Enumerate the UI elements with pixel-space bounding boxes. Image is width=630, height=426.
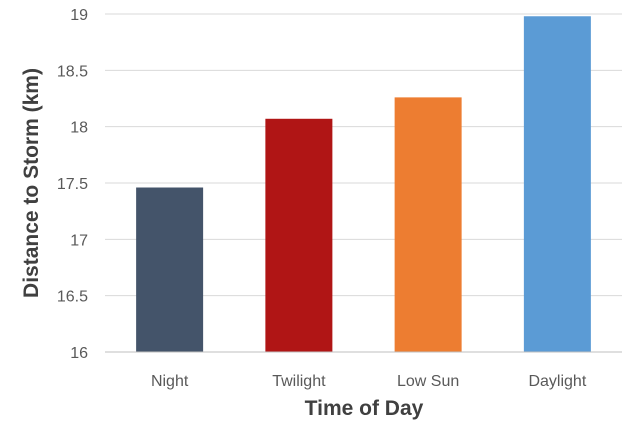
y-tick-label: 17.5 (57, 176, 88, 193)
bars (136, 16, 591, 353)
x-tick-labels: Night Twilight Low Sun Daylight (151, 373, 587, 390)
y-axis-title: Distance to Storm (km) (20, 68, 43, 298)
y-tick-label: 16.5 (57, 289, 88, 306)
x-tick-label: Night (151, 373, 189, 390)
bar-daylight (523, 16, 591, 353)
y-tick-label: 19 (70, 7, 88, 24)
bar-night (136, 187, 204, 352)
bar-low-sun (394, 97, 462, 352)
y-tick-label: 18 (70, 120, 88, 137)
y-tick-label: 18.5 (57, 63, 88, 80)
bar-twilight (265, 118, 333, 352)
x-axis-title: Time of Day (305, 397, 424, 420)
y-tick-labels: 16 16.5 17 17.5 18 18.5 19 (57, 7, 88, 362)
x-tick-label: Low Sun (397, 373, 459, 390)
x-tick-label: Daylight (528, 373, 586, 390)
y-tick-label: 17 (70, 232, 88, 249)
y-tick-label: 16 (70, 345, 88, 362)
x-tick-label: Twilight (272, 373, 326, 390)
